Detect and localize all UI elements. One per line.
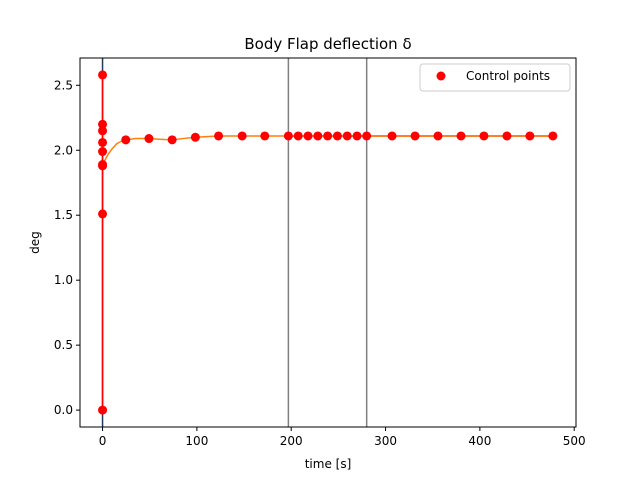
- y-tick-label: 1.0: [54, 273, 73, 287]
- control-point-16: [283, 131, 293, 141]
- control-point-15: [260, 131, 270, 141]
- x-tick-label: 0: [99, 434, 107, 448]
- control-point-24: [362, 131, 372, 141]
- control-point-21: [332, 131, 342, 141]
- y-tick-label: 2.0: [54, 143, 73, 157]
- control-point-30: [502, 131, 512, 141]
- control-point-26: [410, 131, 420, 141]
- x-tick-label: 400: [468, 434, 491, 448]
- legend-label-control-points: Control points: [466, 69, 550, 83]
- control-point-11: [167, 135, 177, 145]
- control-point-23: [352, 131, 362, 141]
- control-point-1: [98, 209, 108, 219]
- y-tick-label: 1.5: [54, 208, 73, 222]
- legend-box: [419, 63, 571, 92]
- control-point-29: [479, 131, 489, 141]
- control-point-4: [98, 147, 108, 157]
- control-point-10: [144, 134, 154, 144]
- chart-title: Body Flap deflection δ: [244, 35, 411, 53]
- control-point-19: [313, 131, 323, 141]
- control-point-25: [387, 131, 397, 141]
- axis-ticks: 0 100 200 300 400 500 0.0 0.5 1.0 1.5 2.0 2.5: [54, 78, 586, 448]
- control-point-0: [98, 405, 108, 415]
- control-point-14: [237, 131, 247, 141]
- y-tick-label: 0.0: [54, 403, 73, 417]
- control-point-17: [293, 131, 303, 141]
- y-tick-label: 2.5: [54, 78, 73, 92]
- control-point-18: [303, 131, 313, 141]
- control-point-27: [433, 131, 443, 141]
- control-point-12: [190, 132, 200, 142]
- y-axis-label: deg: [28, 231, 42, 254]
- control-point-31: [525, 131, 535, 141]
- legend-marker-control-points: [436, 71, 446, 81]
- control-point-6: [98, 126, 108, 136]
- plot-area: [98, 58, 558, 427]
- x-tick-label: 500: [563, 434, 586, 448]
- x-axis-label: time [s]: [305, 457, 352, 471]
- control-point-8: [98, 70, 108, 80]
- x-tick-label: 200: [280, 434, 303, 448]
- legend: Control points: [419, 63, 571, 92]
- control-point-28: [456, 131, 466, 141]
- control-point-3: [98, 160, 108, 170]
- control-point-7: [98, 119, 108, 129]
- control-point-5: [98, 137, 108, 147]
- axes-frame: [79, 57, 577, 428]
- control-point-22: [342, 131, 352, 141]
- control-point-9: [121, 135, 131, 145]
- control-point-13: [214, 131, 224, 141]
- x-tick-label: 300: [374, 434, 397, 448]
- control-point-20: [323, 131, 333, 141]
- y-tick-label: 0.5: [54, 338, 73, 352]
- x-tick-label: 100: [185, 434, 208, 448]
- control-point-32: [548, 131, 558, 141]
